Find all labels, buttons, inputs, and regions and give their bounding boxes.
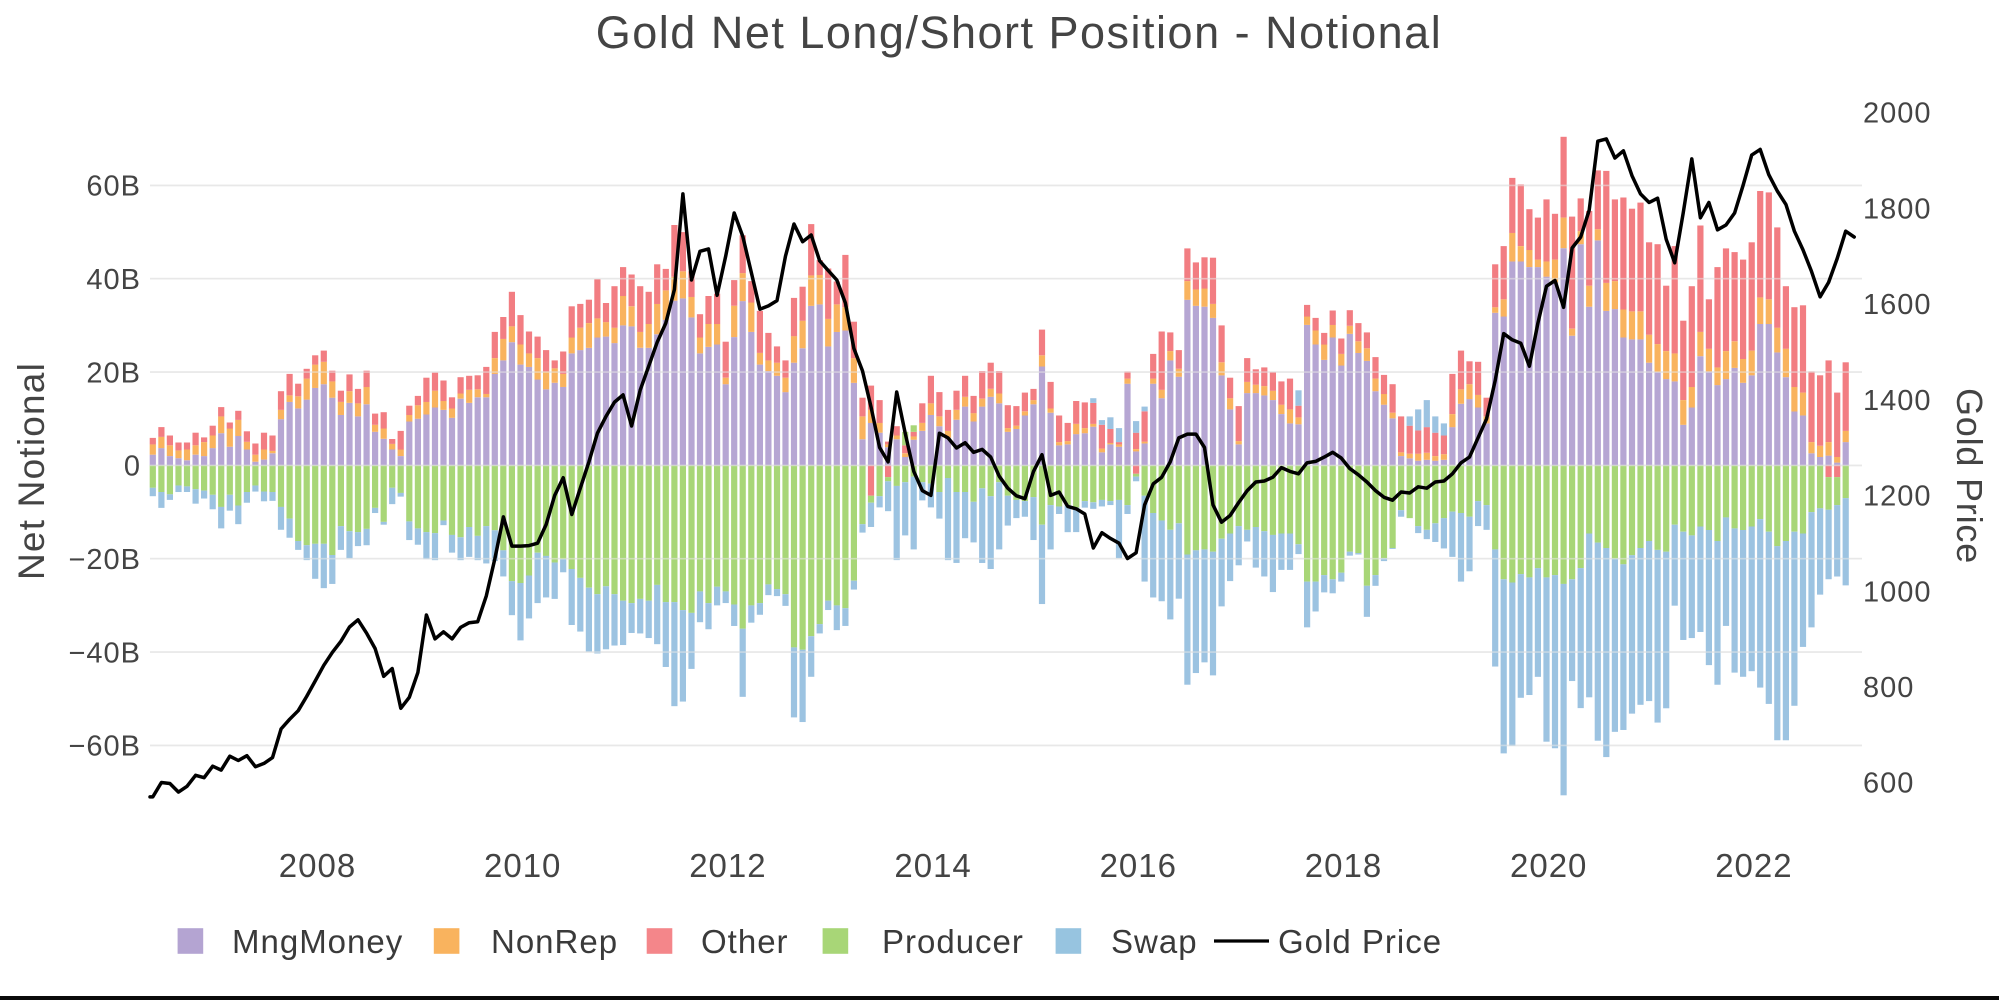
svg-text:800: 800	[1863, 672, 1914, 704]
svg-text:2018: 2018	[1305, 847, 1382, 884]
svg-text:2000: 2000	[1863, 98, 1932, 130]
svg-text:2012: 2012	[689, 847, 766, 884]
svg-text:Swap: Swap	[1111, 923, 1198, 960]
svg-text:−60B: −60B	[68, 731, 141, 763]
svg-text:1600: 1600	[1863, 289, 1932, 321]
svg-text:2016: 2016	[1100, 847, 1177, 884]
svg-text:−20B: −20B	[68, 544, 141, 576]
svg-text:NonRep: NonRep	[491, 923, 618, 960]
svg-text:0: 0	[124, 451, 141, 483]
svg-text:Producer: Producer	[882, 923, 1024, 960]
svg-text:MngMoney: MngMoney	[232, 923, 403, 960]
svg-text:Gold Net Long/Short Position -: Gold Net Long/Short Position - Notional	[596, 7, 1442, 58]
svg-text:600: 600	[1863, 768, 1914, 800]
svg-text:Gold Price: Gold Price	[1949, 388, 1990, 564]
svg-text:1200: 1200	[1863, 481, 1932, 513]
svg-text:−40B: −40B	[68, 637, 141, 669]
svg-text:20B: 20B	[86, 357, 141, 389]
svg-text:Net Notional: Net Notional	[11, 362, 52, 580]
svg-text:1800: 1800	[1863, 193, 1932, 225]
svg-text:Gold Price: Gold Price	[1278, 923, 1442, 960]
svg-text:40B: 40B	[86, 264, 141, 296]
svg-text:1000: 1000	[1863, 576, 1932, 608]
svg-text:2008: 2008	[279, 847, 356, 884]
svg-text:2010: 2010	[484, 847, 561, 884]
svg-text:1400: 1400	[1863, 385, 1932, 417]
svg-text:2022: 2022	[1715, 847, 1792, 884]
svg-text:2020: 2020	[1510, 847, 1587, 884]
svg-text:2014: 2014	[894, 847, 971, 884]
svg-text:Other: Other	[701, 923, 789, 960]
svg-text:60B: 60B	[86, 171, 141, 203]
